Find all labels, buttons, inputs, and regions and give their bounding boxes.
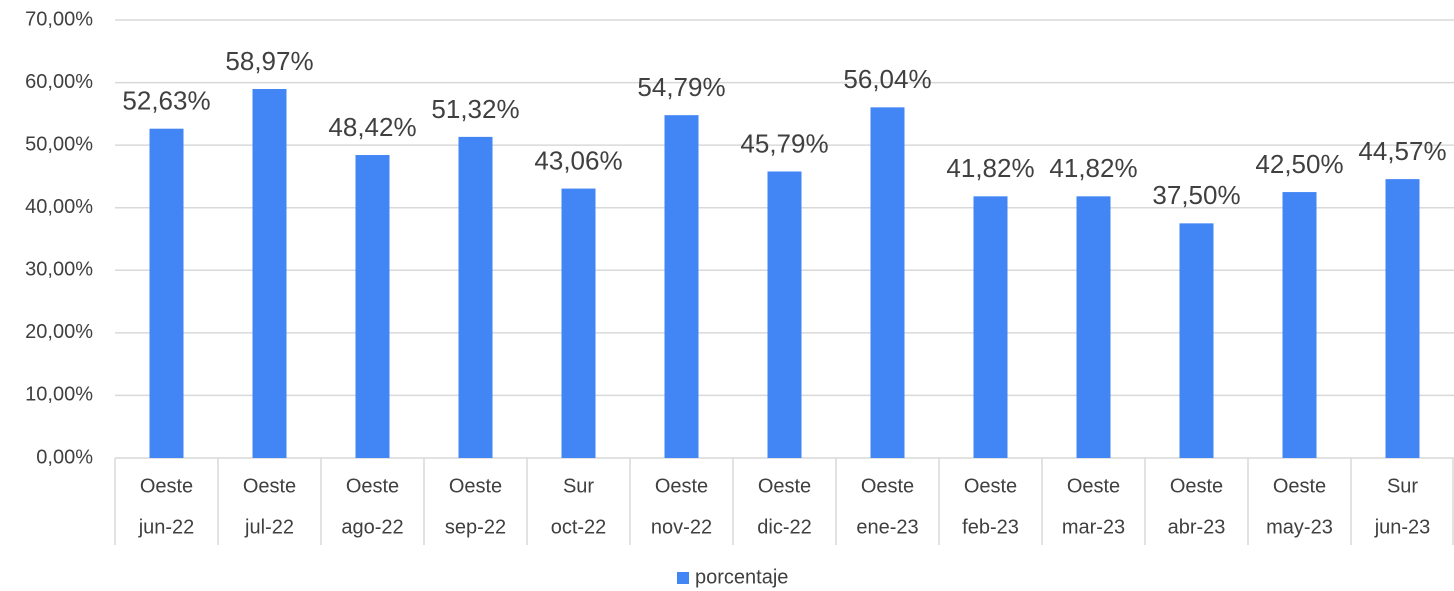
x-tick-label: abr-23 — [1168, 516, 1226, 538]
y-tick-label: 0,00% — [36, 446, 93, 468]
x-tick-label: jun-23 — [1374, 516, 1431, 538]
x-tick-label: ene-23 — [856, 516, 918, 538]
bar — [252, 89, 287, 458]
bar — [458, 136, 493, 458]
x-group-label: Oeste — [655, 475, 708, 497]
data-label: 41,82% — [946, 153, 1034, 183]
x-group-label: Oeste — [243, 475, 296, 497]
y-tick-label: 60,00% — [25, 71, 93, 93]
x-tick-label: jul-22 — [244, 516, 294, 538]
y-tick-label: 70,00% — [25, 8, 93, 30]
y-tick-label: 40,00% — [25, 196, 93, 218]
x-tick-label: ago-22 — [341, 516, 403, 538]
x-tick-label: nov-22 — [651, 516, 712, 538]
x-tick-label: mar-23 — [1062, 516, 1125, 538]
y-tick-label: 20,00% — [25, 321, 93, 343]
x-tick-label: oct-22 — [551, 516, 607, 538]
bar — [973, 196, 1008, 458]
x-group-label: Oeste — [964, 475, 1017, 497]
x-group-label: Oeste — [346, 475, 399, 497]
data-label: 56,04% — [843, 64, 931, 94]
x-group-label: Oeste — [1273, 475, 1326, 497]
data-label: 42,50% — [1255, 149, 1343, 179]
bar — [1076, 196, 1111, 458]
data-label: 45,79% — [740, 128, 828, 158]
data-label: 52,63% — [122, 86, 210, 116]
data-label: 43,06% — [534, 145, 622, 175]
data-label: 41,82% — [1049, 153, 1137, 183]
x-group-label: Oeste — [1067, 475, 1120, 497]
x-group-label: Oeste — [1170, 475, 1223, 497]
x-tick-label: sep-22 — [445, 516, 506, 538]
x-group-label: Oeste — [140, 475, 193, 497]
x-tick-label: dic-22 — [757, 516, 811, 538]
x-group-label: Oeste — [861, 475, 914, 497]
bar — [561, 188, 596, 458]
data-label: 58,97% — [225, 46, 313, 76]
x-group-label: Oeste — [758, 475, 811, 497]
data-label: 44,57% — [1358, 136, 1446, 166]
x-group-label: Sur — [563, 475, 594, 497]
legend-swatch — [677, 572, 689, 584]
legend-label: porcentaje — [695, 566, 788, 588]
y-tick-label: 30,00% — [25, 259, 93, 281]
x-group-label: Sur — [1387, 475, 1418, 497]
data-label: 51,32% — [431, 94, 519, 124]
data-label: 54,79% — [637, 72, 725, 102]
data-label: 48,42% — [328, 112, 416, 142]
bar — [1385, 179, 1420, 458]
x-tick-label: feb-23 — [962, 516, 1019, 538]
bar — [870, 107, 905, 458]
data-label: 37,50% — [1152, 180, 1240, 210]
x-tick-label: may-23 — [1266, 516, 1333, 538]
y-tick-label: 10,00% — [25, 384, 93, 406]
y-tick-label: 50,00% — [25, 133, 93, 155]
bar — [1179, 223, 1214, 458]
x-tick-label: jun-22 — [138, 516, 195, 538]
bar — [664, 115, 699, 458]
bar — [149, 128, 184, 458]
x-group-label: Oeste — [449, 475, 502, 497]
bar — [1282, 192, 1317, 459]
bar — [767, 171, 802, 459]
bar — [355, 155, 390, 458]
